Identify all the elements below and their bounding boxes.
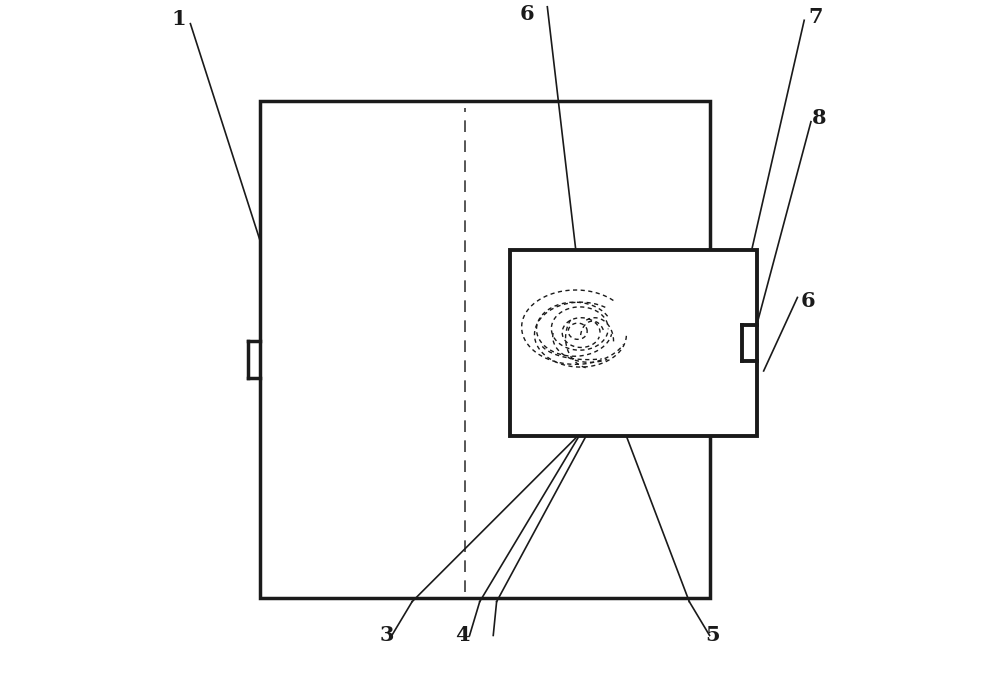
Text: 3: 3	[380, 625, 394, 646]
Text: 4: 4	[456, 625, 470, 646]
Text: 5: 5	[706, 625, 720, 646]
Text: 8: 8	[812, 108, 826, 128]
Bar	[510, 250, 757, 436]
Text: 6: 6	[800, 291, 815, 311]
Text: 7: 7	[808, 7, 823, 27]
Text: 1: 1	[172, 9, 186, 29]
Bar	[260, 101, 710, 598]
Text: 6: 6	[520, 3, 534, 24]
